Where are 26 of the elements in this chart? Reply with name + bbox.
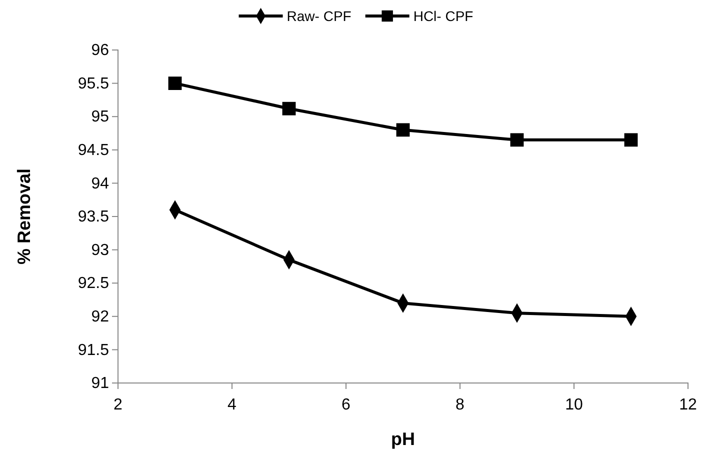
y-tick-label: 95 [91,108,110,126]
x-tick-label: 8 [456,396,465,414]
y-tick-label: 93 [91,242,110,259]
point [624,133,638,147]
y-axis-title: % Removal [14,168,34,265]
point [168,76,182,90]
y-tick-label: 91 [91,375,110,392]
legend-label: Raw- CPF [286,8,352,24]
point [396,123,410,137]
x-tick-label: 6 [342,396,351,414]
y-tick-label: 94.5 [78,142,110,160]
y-tick-label: 92 [91,308,110,326]
y-tick-label: 91.5 [78,342,110,359]
legend-label: HCl- CPF [413,8,474,24]
y-tick-label: 92.5 [78,275,110,292]
x-tick-label: 12 [679,396,697,414]
y-tick-label: 93.5 [78,208,110,226]
x-tick-label: 4 [228,396,237,414]
y-tick-label: 96 [91,42,110,60]
point [510,133,524,147]
x-axis-title: pH [391,429,415,449]
y-tick-label: 95.5 [78,75,110,92]
y-tick-label: 94 [91,175,110,192]
point [282,102,296,116]
x-tick-label: 2 [114,396,123,414]
x-tick-label: 10 [565,396,583,414]
